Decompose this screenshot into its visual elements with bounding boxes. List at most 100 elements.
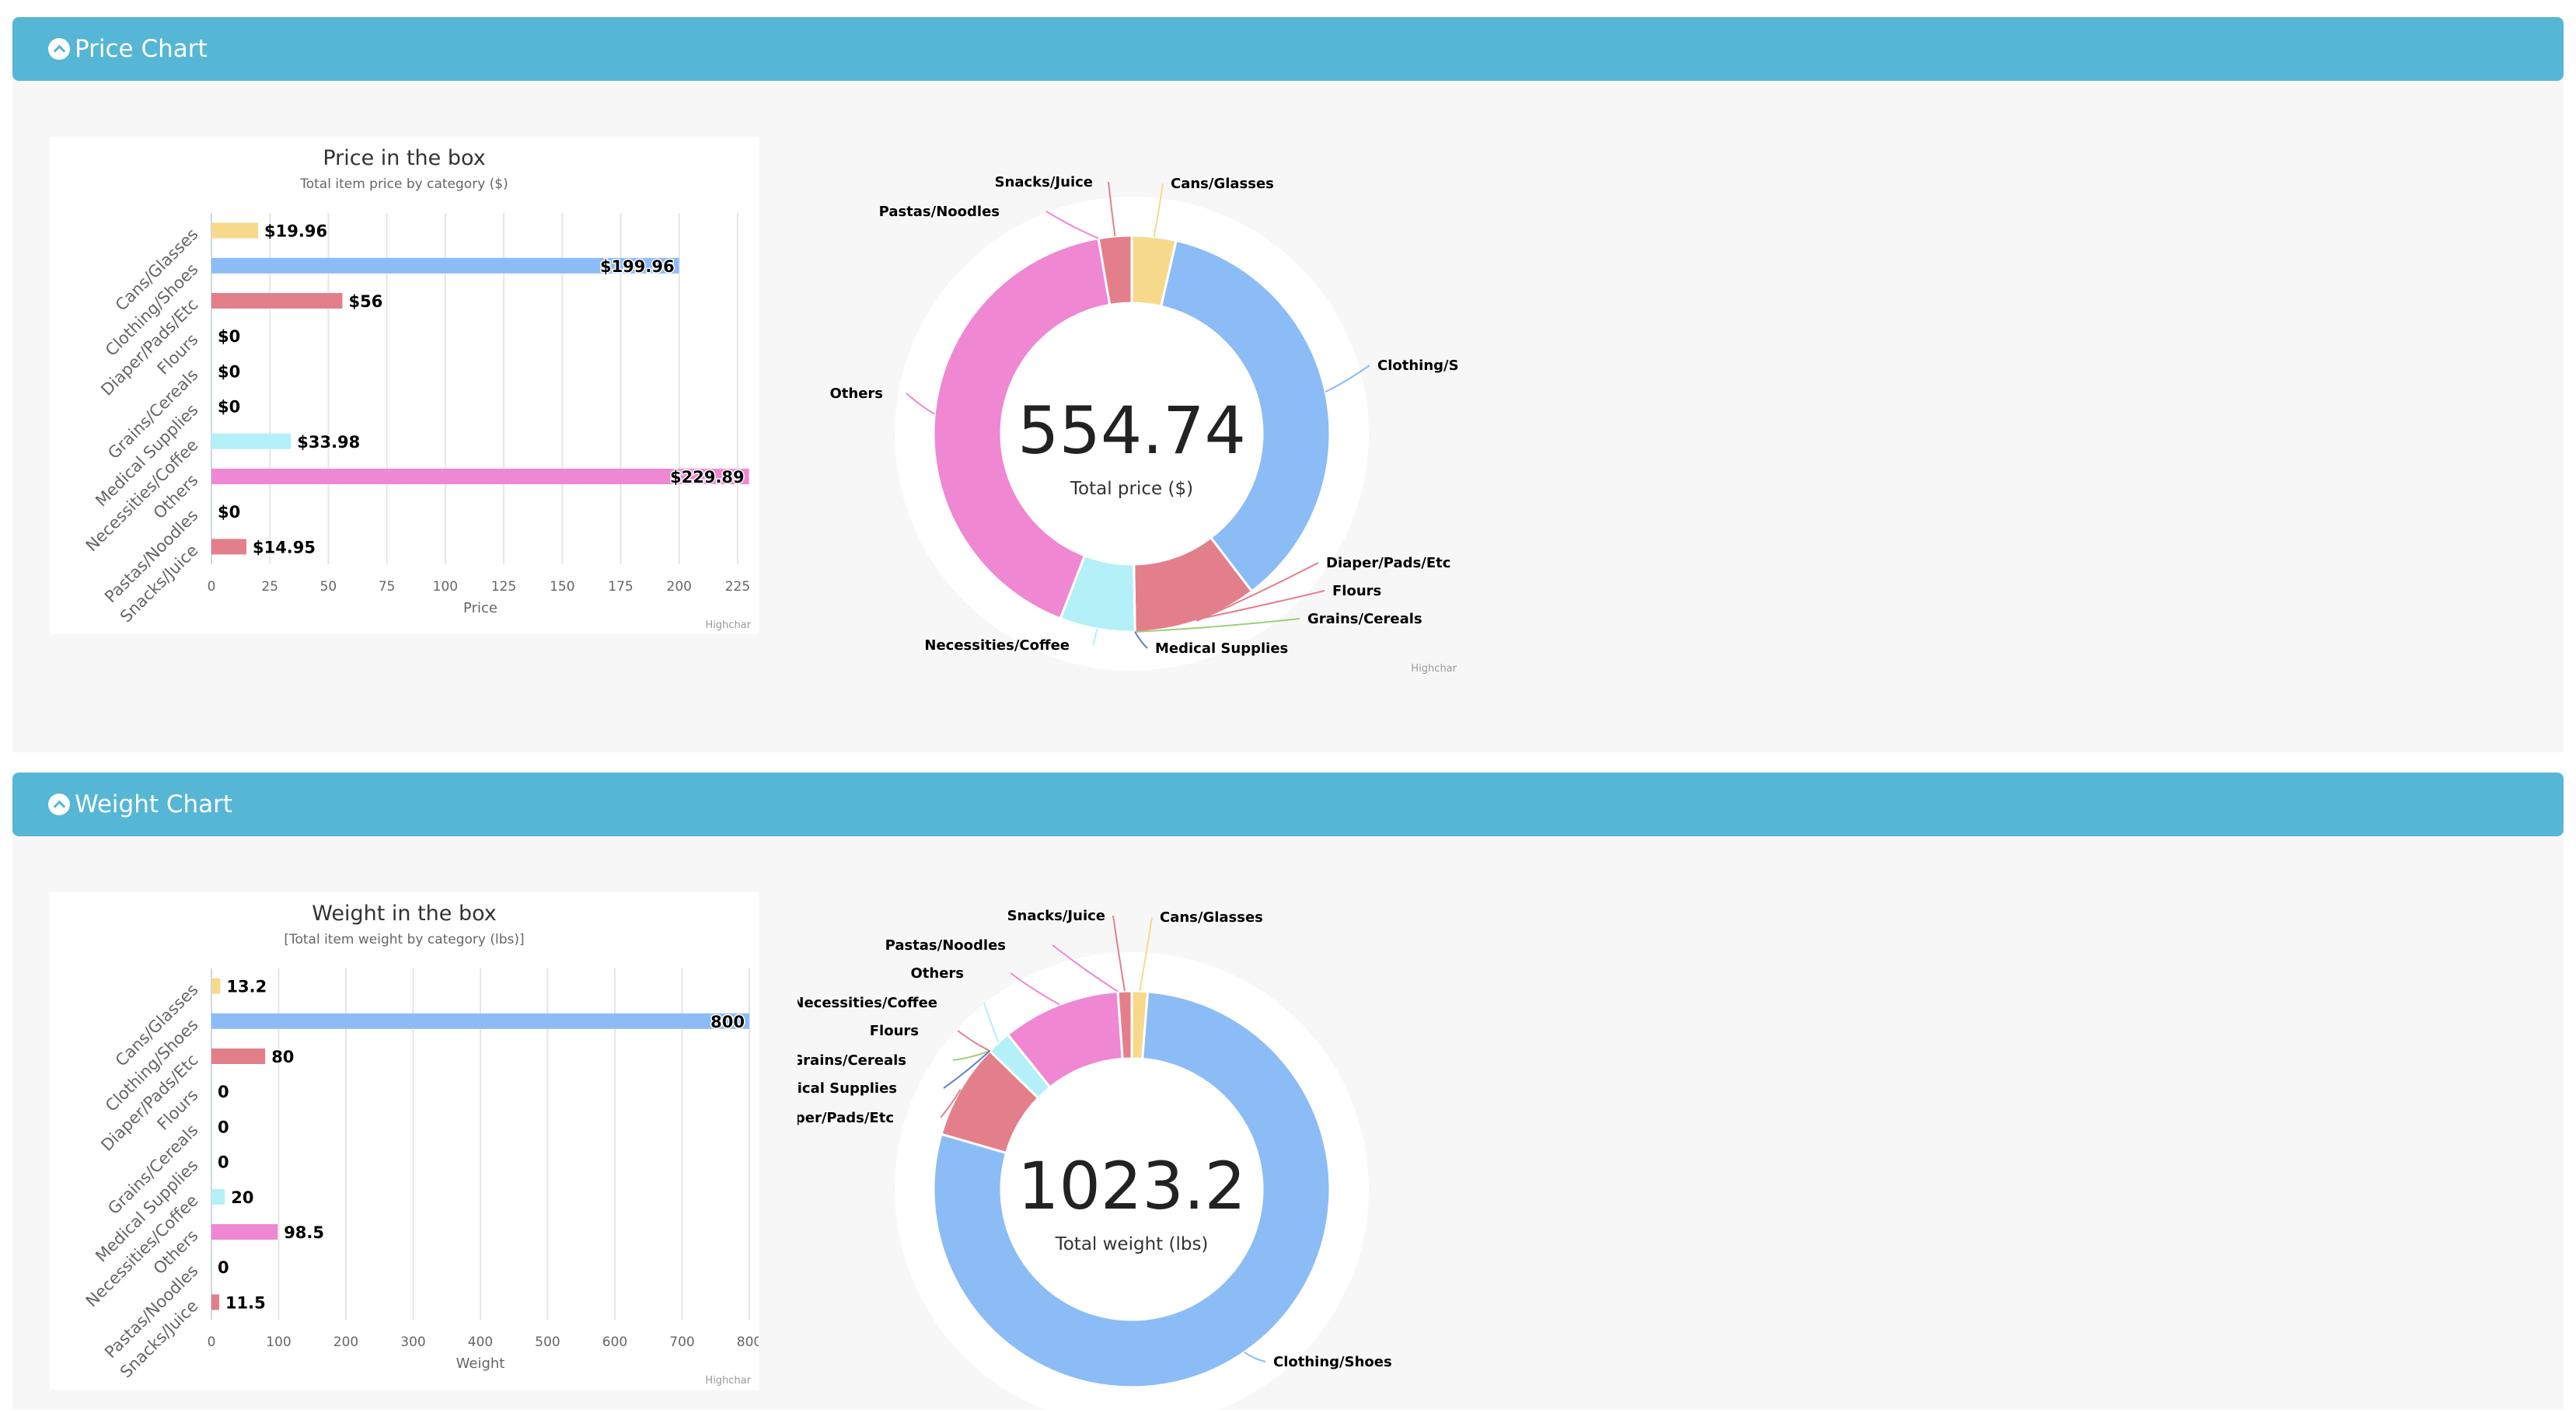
slice-label-diaper-pads-etc: Diaper/Pads/Etc (1326, 555, 1450, 571)
x-tick-label: 800 (737, 1334, 759, 1350)
price-bar-chart-card: Price in the box Total item price by cate… (50, 137, 759, 634)
data-label-cans-glasses: 13.2 (226, 978, 267, 996)
donut-slice-clothing-shoes (932, 990, 1332, 1389)
data-label-medical-supplies: 0 (218, 1153, 229, 1172)
chart-subtitle: Total item price by category ($) (299, 176, 508, 192)
center-total-value: 1023.2 (1017, 1148, 1246, 1224)
slice-label-medical-supplies: Medical Supplies (1155, 640, 1288, 657)
connector-snacks-juice (1112, 915, 1126, 992)
data-label-snacks-juice: 11.5 (225, 1293, 266, 1312)
slice-label-grains-cereals: Grains/Cereals (1307, 611, 1422, 627)
connector-diaper-pads-etc (1196, 562, 1319, 622)
x-tick-label: 200 (333, 1334, 358, 1350)
price-donut-chart-card: 554.74 Total price ($) Snacks/Juice Cans/Gl… (798, 127, 1482, 749)
connector-flours (1134, 590, 1325, 633)
chevron-up-icon (48, 38, 70, 60)
x-tick-label: 100 (266, 1334, 291, 1350)
donut-slice-snacks-juice (1116, 989, 1133, 1061)
weight-donut-chart: 1023.2 Total weight (lbs) Snacks/Juice Cans… (764, 908, 1392, 1413)
x-tick-label: 0 (208, 1334, 216, 1350)
weight-chart-panel-header[interactable]: Weight Chart (12, 773, 2564, 836)
data-label-pastas-noodles: $0 (218, 503, 240, 522)
weight-chart-panel-body: Weight in the box [Total item weight by c… (12, 836, 2564, 1413)
data-label-necessities-coffee: $33.98 (297, 433, 360, 452)
slice-label-clothing-s: Clothing/S (1377, 358, 1459, 374)
data-label-clothing-shoes: $199.96 (600, 257, 675, 276)
bar-others (211, 1224, 278, 1240)
slice-label-snacks-juice: Snacks/Juice (995, 174, 1093, 190)
connector-cans-glasses (1153, 183, 1164, 237)
data-label-medical-supplies: $0 (218, 398, 240, 417)
price-chart-panel-body: Price in the box Total item price by cate… (12, 81, 2564, 752)
slice-label-snacks-juice: Snacks/Juice (1007, 908, 1105, 924)
connector-medical-supplies (1134, 631, 1148, 649)
chart-title: Weight in the box (312, 902, 497, 926)
x-tick-label: 225 (725, 579, 750, 595)
connector-grains-cereals (952, 1050, 990, 1061)
connector-pastas-noodles (1045, 211, 1099, 239)
slice-label-flours: Flours (1332, 583, 1381, 599)
bar-others (211, 469, 749, 484)
slice-label-necessities-coffee: Necessities/Coffee (924, 637, 1070, 654)
slice-label-others: Others (910, 965, 964, 982)
connector-clothing-shoes (1244, 1352, 1266, 1362)
slice-label-medical-supplies: Medical Supplies (798, 1080, 897, 1097)
center-total-label: Total weight (lbs) (1055, 1234, 1209, 1254)
x-tick-label: 125 (491, 579, 516, 595)
connector-necessities-coffee (983, 1002, 1000, 1043)
data-label-grains-cereals: 0 (218, 1118, 229, 1136)
bar-necessities-coffee (211, 433, 291, 449)
bar-cans-glasses (211, 222, 259, 239)
donut-slice-clothing-shoes (1159, 239, 1332, 593)
bar-snacks-juice (211, 539, 246, 555)
slice-label-clothing-shoes: Clothing/Shoes (1273, 1354, 1392, 1370)
data-label-flours: $0 (218, 327, 240, 346)
donut-hole (1003, 1060, 1261, 1318)
data-label-necessities-coffee: 20 (231, 1188, 253, 1207)
chart-title: Price in the box (323, 146, 485, 170)
slice-label-grains-cereals: Grains/Cereals (798, 1052, 906, 1069)
slice-label-cans-glasses: Cans/Glasses (1171, 176, 1274, 192)
weight-bar-chart: Weight in the box [Total item weight by c… (82, 902, 763, 1387)
data-label-grains-cereals: $0 (218, 362, 240, 381)
x-axis-title: Price (463, 600, 497, 616)
x-tick-label: 700 (669, 1334, 694, 1350)
data-label-diaper-pads-etc: 80 (271, 1048, 294, 1066)
connector-others (1010, 972, 1060, 1006)
slice-label-necessities-coffee: Necessities/Coffee (798, 995, 937, 1011)
highcharts-credit: Highchar (705, 619, 751, 631)
data-label-flours: 0 (218, 1083, 229, 1101)
connector-medical-supplies (943, 1050, 991, 1089)
bar-necessities-coffee (211, 1188, 225, 1205)
donut-slice-others (932, 236, 1112, 620)
weight-chart-panel-title: Weight Chart (75, 790, 233, 818)
data-label-others: 98.5 (284, 1223, 324, 1242)
x-tick-label: 150 (550, 579, 574, 595)
data-label-pastas-noodles: 0 (218, 1258, 229, 1277)
connector-necessities-coffee (1092, 628, 1098, 646)
connector-clothing-s (1325, 365, 1370, 393)
data-label-clothing-shoes: 800 (710, 1013, 745, 1031)
x-tick-label: 50 (320, 579, 337, 595)
donut-slice-snacks-juice (1097, 234, 1133, 307)
weight-bar-chart-card: Weight in the box [Total item weight by c… (50, 892, 763, 1390)
x-tick-label: 100 (433, 579, 458, 595)
connector-others (906, 392, 935, 415)
slice-label-flours: Flours (870, 1023, 919, 1039)
highcharts-credit: Highchar (705, 1375, 751, 1387)
bar-diaper-pads-etc (211, 1048, 266, 1064)
slice-label-others: Others (829, 386, 883, 402)
x-tick-label: 300 (400, 1334, 425, 1350)
connector-snacks-juice (1108, 181, 1116, 237)
price-chart-panel-header[interactable]: Price Chart (12, 17, 2564, 81)
price-chart-panel-title: Price Chart (75, 35, 208, 63)
center-total-label: Total price ($) (1070, 479, 1193, 499)
highcharts-credit: Highchar (1411, 663, 1457, 675)
weight-donut-chart-card: 1023.2 Total weight (lbs) Snacks/Juice Cans… (764, 883, 1482, 1413)
x-tick-label: 600 (602, 1334, 627, 1350)
bar-snacks-juice (211, 1294, 219, 1310)
connector-cans-glasses (1139, 916, 1153, 992)
bar-clothing-shoes (211, 1013, 749, 1029)
x-tick-label: 75 (379, 579, 396, 595)
bar-cans-glasses (211, 978, 221, 994)
